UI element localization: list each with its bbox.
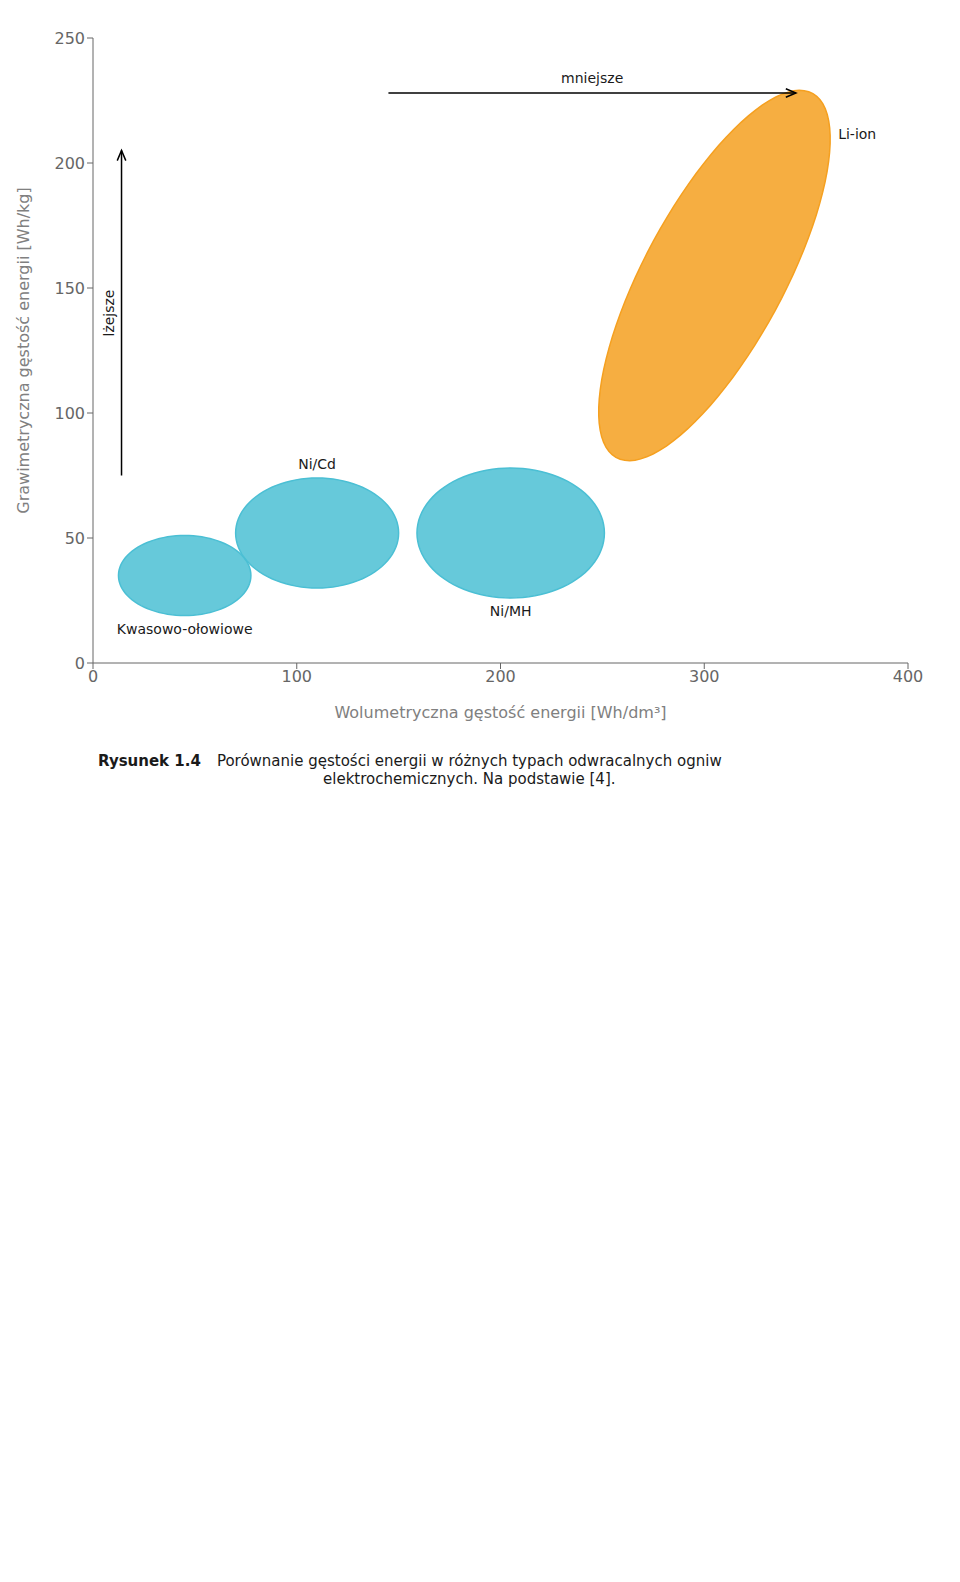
svg-text:100: 100	[54, 404, 85, 423]
svg-text:Wolumetryczna gęstość energii: Wolumetryczna gęstość energii [Wh/dm³]	[334, 703, 666, 722]
svg-text:0: 0	[75, 654, 85, 673]
svg-text:200: 200	[485, 667, 516, 686]
svg-text:Li-ion: Li-ion	[838, 126, 876, 142]
svg-text:mniejsze: mniejsze	[561, 70, 623, 86]
svg-text:50: 50	[65, 529, 85, 548]
svg-text:Kwasowo-ołowiowe: Kwasowo-ołowiowe	[117, 621, 253, 637]
svg-text:150: 150	[54, 279, 85, 298]
svg-text:300: 300	[689, 667, 720, 686]
svg-text:400: 400	[893, 667, 924, 686]
svg-text:Grawimetryczna gęstość energii: Grawimetryczna gęstość energii [Wh/kg]	[14, 187, 33, 513]
svg-text:200: 200	[54, 154, 85, 173]
svg-text:250: 250	[54, 29, 85, 48]
svg-text:0: 0	[88, 667, 98, 686]
svg-text:Ni/Cd: Ni/Cd	[298, 456, 336, 472]
html-text:Rysunek 1.4: Rysunek 1.4	[98, 752, 201, 770]
svg-text:100: 100	[281, 667, 312, 686]
html-text:elektrochemicznych. Na podstaw: elektrochemicznych. Na podstawie [4].	[323, 770, 616, 788]
svg-text:lżejsze: lżejsze	[101, 290, 117, 337]
html-text:Porównanie gęstości energii w: Porównanie gęstości energii w różnych ty…	[216, 752, 722, 770]
svg-text:Ni/MH: Ni/MH	[490, 603, 532, 619]
